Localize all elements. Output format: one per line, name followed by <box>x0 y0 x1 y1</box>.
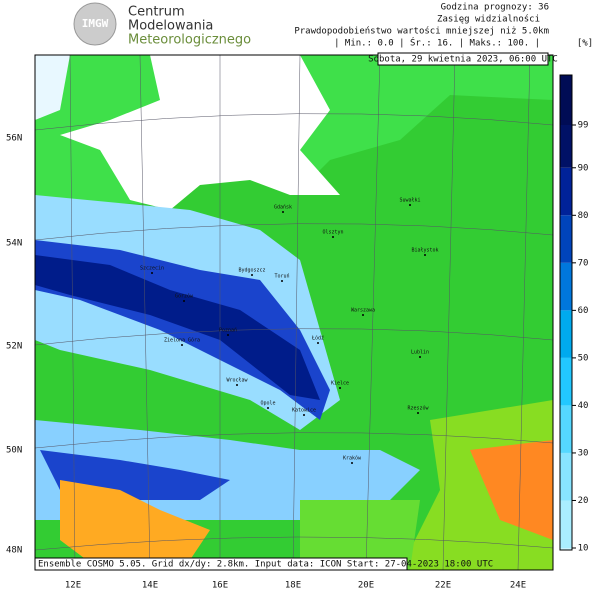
city-label: Kraków <box>343 455 362 462</box>
longitude-label: 24E <box>510 581 526 591</box>
colorbar-tick-label: 20 <box>578 496 589 506</box>
latitude-label: 48N <box>6 546 22 556</box>
colorbar-segment <box>560 310 572 358</box>
footer-box <box>34 557 408 571</box>
logo-badge <box>73 2 117 46</box>
city-dot <box>251 274 253 276</box>
description: Prawdopodobieństwo wartości mniejszej ni… <box>294 26 549 37</box>
city-dot <box>409 204 411 206</box>
city-dot <box>236 384 238 386</box>
city-label: Lublin <box>411 350 429 356</box>
valid-time: Sobota, 29 kwietnia 2023, 06:00 UTC <box>368 55 558 65</box>
colorbar-tick-label: 30 <box>578 448 589 458</box>
city-dot <box>183 300 185 302</box>
colorbar-segment <box>560 405 572 453</box>
city-label: Warszawa <box>351 308 375 314</box>
city-label: Rzeszów <box>407 405 429 412</box>
colorbar-tick-label: 60 <box>578 306 589 316</box>
colorbar-tick-label: 10 <box>578 544 589 554</box>
city-label: Suwałki <box>399 198 420 204</box>
latitude-label: 50N <box>6 446 22 456</box>
city-label: Bydgoszcz <box>238 268 265 274</box>
longitude-label: 20E <box>358 581 374 591</box>
latitude-label: 52N <box>6 342 22 352</box>
stats: | Min.: 0.0 | Śr.: 16. | Maks.: 100. | <box>334 37 540 49</box>
city-label: Zielona Góra <box>164 337 200 344</box>
colorbar-tick-label: 40 <box>578 401 589 411</box>
colorbar-frame <box>559 74 573 551</box>
map <box>35 55 553 570</box>
city-dot <box>351 462 353 464</box>
colorbar-tick-label: 90 <box>578 163 589 173</box>
colorbar-segment <box>560 125 572 168</box>
latitude-label: 54N <box>6 239 22 249</box>
colorbar-bottom <box>560 548 572 550</box>
city-dot <box>227 334 229 336</box>
colorbar-top <box>560 75 572 125</box>
logo-line: Meteorologicznego <box>128 33 251 48</box>
city-dot <box>419 356 421 358</box>
city-dot <box>362 314 364 316</box>
logo-line: Centrum <box>128 5 185 20</box>
city-label: Opole <box>260 401 275 407</box>
city-dot <box>332 236 334 238</box>
colorbar-segment <box>560 262 572 311</box>
city-dot <box>282 211 284 213</box>
city-dot <box>339 387 341 389</box>
colorbar-segment <box>560 500 572 548</box>
colorbar-segment <box>560 452 572 501</box>
city-label: Wrocław <box>226 378 248 384</box>
colorbar-tick-label: 99 <box>578 121 589 131</box>
city-dot <box>303 414 305 416</box>
longitude-label: 14E <box>142 581 158 591</box>
colorbar-segment <box>560 215 572 263</box>
city-dot <box>151 272 153 274</box>
logo-line: Modelowania <box>128 19 213 34</box>
city-label: Katowice <box>292 408 316 414</box>
logo: IMGW Centrum Modelowania Meteorologiczne… <box>73 2 251 48</box>
city-label: Olsztyn <box>322 230 343 236</box>
city-dot <box>424 254 426 256</box>
colorbar-segment <box>560 167 572 216</box>
logo-mark: IMGW <box>82 17 109 30</box>
colorbar-tick-label: 70 <box>578 258 589 268</box>
longitude-label: 18E <box>285 581 301 591</box>
longitude-label: 12E <box>65 581 81 591</box>
forecast-hour: Godzina prognozy: 36 <box>441 3 549 13</box>
parameter: Zasięg widzialności <box>437 14 540 25</box>
colorbar-tick-label: 80 <box>578 211 589 221</box>
footer: Ensemble COSMO 5.05. Grid dx/dy: 2.8km. … <box>38 560 493 570</box>
city-label: Białystok <box>411 248 438 254</box>
city-label: Łódź <box>311 335 324 342</box>
city-label: Poznań <box>219 327 237 334</box>
city-dot <box>181 344 183 346</box>
city-dot <box>281 280 283 282</box>
city-dot <box>317 342 319 344</box>
city-dot <box>417 412 419 414</box>
latitude-label: 56N <box>6 134 22 144</box>
longitude-label: 22E <box>435 581 451 591</box>
city-dot <box>267 407 269 409</box>
longitude-label: 16E <box>212 581 228 591</box>
city-label: Toruń <box>274 273 289 280</box>
city-label: Gdańsk <box>274 204 292 211</box>
city-label: Szczecin <box>140 266 164 272</box>
city-label: Kielce <box>331 381 349 387</box>
colorbar-tick-label: 50 <box>578 353 589 363</box>
unit: [%] <box>577 39 593 49</box>
time-box <box>377 52 549 66</box>
city-label: Gorzów <box>175 293 194 300</box>
colorbar-segment <box>560 357 572 406</box>
